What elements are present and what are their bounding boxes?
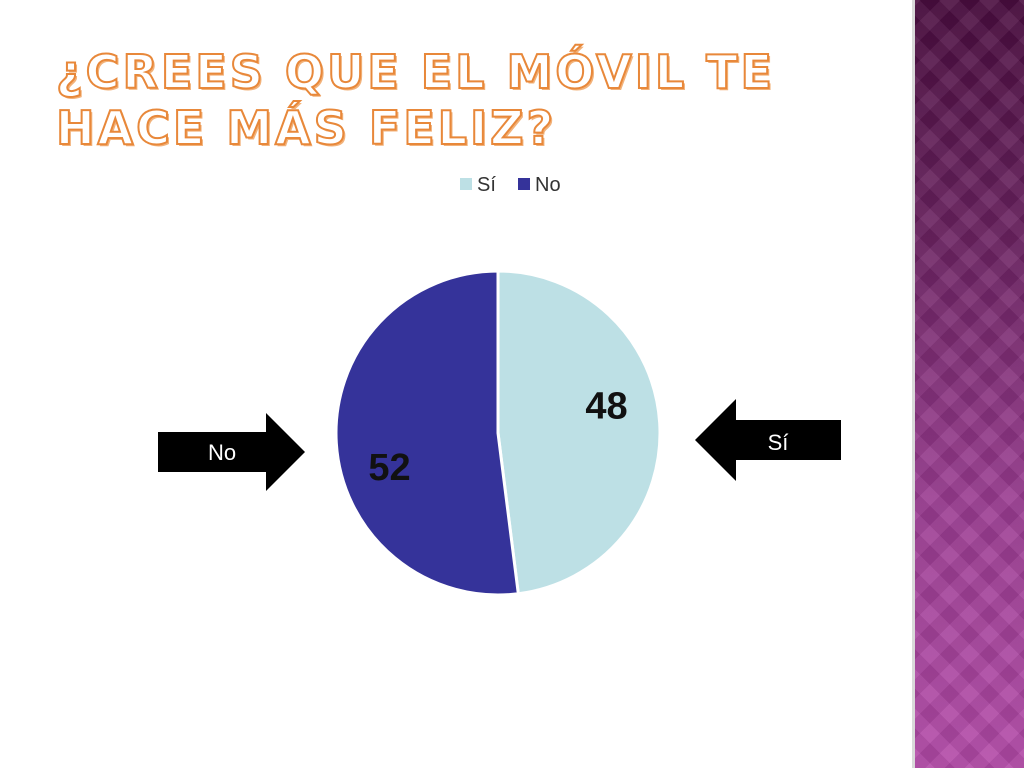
pie-slices [334,269,662,597]
slide-title: ¿Crees que el móvil te hace más feliz? [55,44,775,156]
right-arrow-icon [158,413,305,491]
pie-data-labels: 48 52 [368,385,627,489]
data-label-si: 48 [585,385,627,427]
decorative-side-panel [912,0,1024,768]
arrow-right-label: Sí [768,430,789,455]
pie-slice-si [496,269,662,596]
left-arrow-icon [695,399,841,481]
chart-legend: Sí No [460,174,561,196]
pie-slice-no [334,269,520,597]
legend-label-no: No [535,174,561,196]
legend-label-si: Sí [477,174,496,196]
arrow-right: Sí [695,399,841,481]
arrow-left: No [158,413,305,491]
legend-swatch-no [518,178,530,190]
legend-swatch-si [460,178,472,190]
pie-chart: Sí No 48 52 No Sí [158,174,841,597]
data-label-no: 52 [368,447,410,489]
arrow-left-label: No [208,440,236,465]
